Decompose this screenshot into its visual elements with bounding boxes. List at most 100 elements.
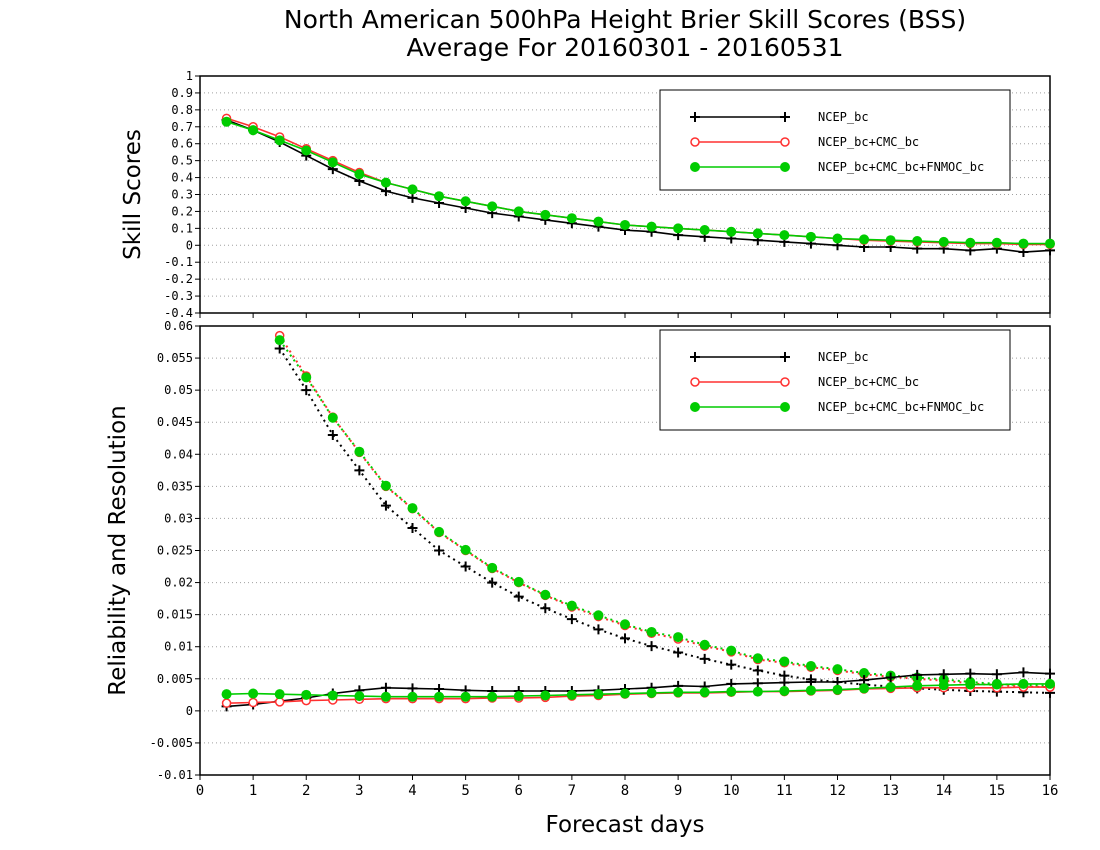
data-point xyxy=(779,685,790,696)
y-tick-label: 0.2 xyxy=(171,204,193,218)
y-tick-label: -0.2 xyxy=(164,272,193,286)
series-line xyxy=(278,335,1051,689)
data-point xyxy=(540,690,551,701)
legend-marker xyxy=(690,162,700,172)
data-point xyxy=(407,691,418,702)
data-point xyxy=(566,213,577,224)
y-tick-label: 0.02 xyxy=(164,576,193,590)
legend-marker xyxy=(690,352,700,362)
data-point xyxy=(673,687,684,698)
data-point xyxy=(380,177,391,188)
data-point xyxy=(752,686,763,697)
data-point xyxy=(274,335,285,346)
data-point xyxy=(513,591,524,602)
y-tick-label: 0.7 xyxy=(171,120,193,134)
data-point xyxy=(487,577,498,588)
legend-marker xyxy=(780,352,790,362)
y-tick-label: 0.04 xyxy=(164,447,193,461)
data-point xyxy=(487,201,498,212)
x-tick-label: 15 xyxy=(988,783,1005,799)
reliability-resolution-panel: -0.01 -0.005 0 0.005 0.01 0.015 0.02 0.025 0.03 0… xyxy=(105,319,1058,799)
y-tick-label: 0.055 xyxy=(157,351,193,365)
legend-label: NCEP_bc+CMC_bc+FNMOC_bc xyxy=(818,400,984,414)
x-tick-label: 9 xyxy=(674,783,682,799)
data-point xyxy=(407,184,418,195)
data-point xyxy=(593,216,604,227)
x-tick-label: 14 xyxy=(935,783,952,799)
y-tick-label: 0.03 xyxy=(164,511,193,525)
data-point xyxy=(885,682,896,693)
legend-marker xyxy=(780,112,790,122)
data-point xyxy=(965,237,976,248)
data-point xyxy=(699,653,710,664)
x-tick-label: 10 xyxy=(723,783,740,799)
data-point xyxy=(460,196,471,207)
data-point xyxy=(699,225,710,236)
chart-title-line2: Average For 20160301 - 20160531 xyxy=(406,33,843,62)
data-point xyxy=(805,231,816,242)
data-point xyxy=(407,192,418,203)
data-point xyxy=(380,500,391,511)
data-point xyxy=(726,686,737,697)
data-point xyxy=(859,668,870,679)
data-point xyxy=(407,683,418,694)
data-point xyxy=(779,656,790,667)
data-point xyxy=(832,684,843,695)
legend-label: NCEP_bc xyxy=(818,350,869,364)
y-tick-label: 0.005 xyxy=(157,672,193,686)
data-point xyxy=(1018,667,1029,678)
y-tick-label: 0.5 xyxy=(171,154,193,168)
x-tick-label: 5 xyxy=(461,783,469,799)
data-point xyxy=(912,680,923,691)
y-tick-label: 0.8 xyxy=(171,103,193,117)
data-point xyxy=(248,697,258,708)
legend-box xyxy=(659,329,1011,431)
data-point xyxy=(1018,678,1029,689)
legend-box xyxy=(659,89,1011,191)
data-point xyxy=(938,680,949,691)
data-point xyxy=(566,600,577,611)
data-point xyxy=(301,372,312,383)
y-tick-label: -0.005 xyxy=(150,736,193,750)
data-point xyxy=(646,687,657,698)
x-tick-label: 16 xyxy=(1042,783,1059,799)
data-point xyxy=(221,689,232,700)
plot-frame xyxy=(199,325,1051,776)
data-point xyxy=(407,503,418,514)
legend-marker xyxy=(780,137,790,147)
legend-label: NCEP_bc xyxy=(818,110,869,124)
data-point xyxy=(221,698,232,708)
data-point xyxy=(221,116,232,127)
data-point xyxy=(885,235,896,246)
data-point xyxy=(354,446,365,457)
y-tick-label: 0.9 xyxy=(171,86,193,100)
y-tick-label: 0.6 xyxy=(171,137,193,151)
data-point xyxy=(354,465,365,476)
chart-title-line1: North American 500hPa Height Brier Skill… xyxy=(284,5,966,34)
y-tick-label: -0.4 xyxy=(164,306,193,320)
data-point xyxy=(859,683,870,694)
x-tick-label: 12 xyxy=(829,783,846,799)
data-point xyxy=(593,689,604,700)
x-tick-label: 8 xyxy=(621,783,629,799)
y-tick-label: 0 xyxy=(186,238,193,252)
legend-marker xyxy=(690,112,700,122)
y-tick-label: 0.05 xyxy=(164,383,193,397)
legend-marker xyxy=(690,377,700,387)
data-point xyxy=(301,145,312,156)
data-point xyxy=(752,653,763,664)
data-point xyxy=(327,430,338,441)
y-tick-label: 1 xyxy=(186,69,193,83)
data-point xyxy=(752,678,763,689)
y-tick-label: 0.01 xyxy=(164,640,193,654)
skill-scores-panel: -0.4 -0.3 -0.2 -0.1 0 0.1 0.2 0.3 0.4 0.5 0.6 0.7 0.… xyxy=(120,69,1055,320)
data-point xyxy=(513,576,524,587)
data-point xyxy=(991,669,1002,680)
data-point xyxy=(1045,678,1055,689)
data-point xyxy=(380,186,391,197)
data-point xyxy=(354,691,365,702)
data-point xyxy=(646,626,657,637)
y-tick-label: -0.01 xyxy=(157,768,193,782)
legend-label: NCEP_bc+CMC_bc xyxy=(818,135,919,149)
data-point xyxy=(912,236,923,247)
